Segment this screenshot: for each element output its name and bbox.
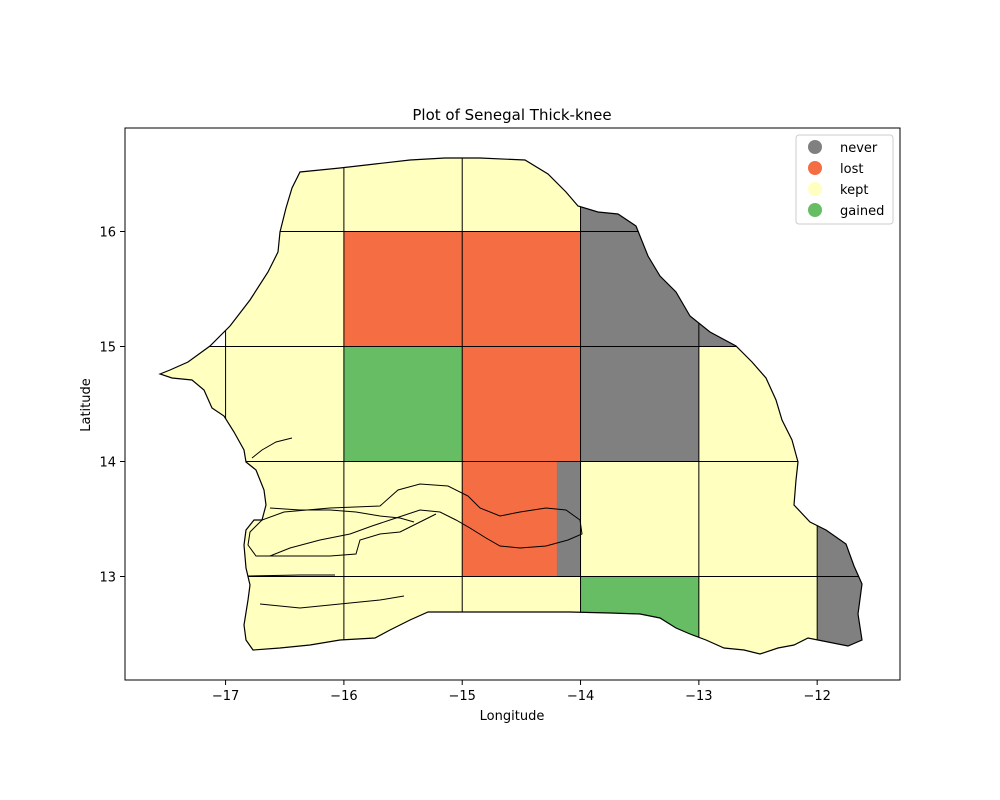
- legend-box: [795, 134, 894, 225]
- y-axis-label: Latitude: [79, 378, 94, 432]
- x-axis-label: Longitude: [480, 709, 545, 724]
- x-tick-label: −13: [685, 689, 712, 704]
- x-axis: −17 −16 −15 −14 −13 −12: [212, 680, 831, 704]
- y-tick-label: 13: [99, 571, 116, 586]
- x-tick-label: −15: [448, 689, 475, 704]
- grid-cell-kept: [225, 346, 344, 462]
- legend: never lost kept gained: [795, 134, 894, 225]
- senegal-border: [158, 157, 863, 655]
- grid-cell-kept: [698, 576, 818, 654]
- grid-cell-never: [580, 346, 699, 462]
- legend-label-lost: lost: [840, 162, 863, 177]
- grid-cell-kept: [580, 461, 699, 577]
- y-tick-label: 15: [99, 341, 116, 356]
- river-lines: [247, 437, 437, 609]
- river-line: [256, 513, 437, 557]
- grid-cell-gained: [343, 346, 463, 462]
- grid-cell-lost: [343, 231, 463, 347]
- x-tick-label: −14: [567, 689, 594, 704]
- legend-marker-kept: [808, 182, 822, 196]
- y-tick-label: 16: [99, 226, 116, 241]
- chart-title: Plot of Senegal Thick-knee: [412, 106, 611, 124]
- x-tick-label: −16: [330, 689, 357, 704]
- x-tick-label: −12: [803, 689, 830, 704]
- legend-marker-lost: [808, 161, 822, 175]
- legend-marker-gained: [808, 203, 822, 217]
- river-line: [269, 507, 415, 523]
- x-tick-label: −17: [212, 689, 239, 704]
- legend-label-gained: gained: [840, 204, 884, 219]
- legend-marker-never: [808, 140, 822, 154]
- grid-cell-kept: [343, 158, 463, 232]
- grid-cell-lost: [462, 231, 581, 347]
- river-line: [247, 574, 335, 577]
- grid-cell-never: [556, 461, 581, 577]
- legend-label-kept: kept: [840, 183, 868, 198]
- y-axis: 13 14 15 16: [99, 226, 125, 586]
- river-line: [251, 437, 293, 459]
- gambia-overlay: [247, 483, 583, 557]
- legend-label-never: never: [840, 141, 878, 156]
- grid-cell-lost: [462, 346, 581, 462]
- plot-frame: [124, 127, 901, 681]
- river-line: [259, 595, 405, 609]
- gambia-shape: [247, 483, 583, 557]
- y-tick-label: 14: [99, 456, 116, 471]
